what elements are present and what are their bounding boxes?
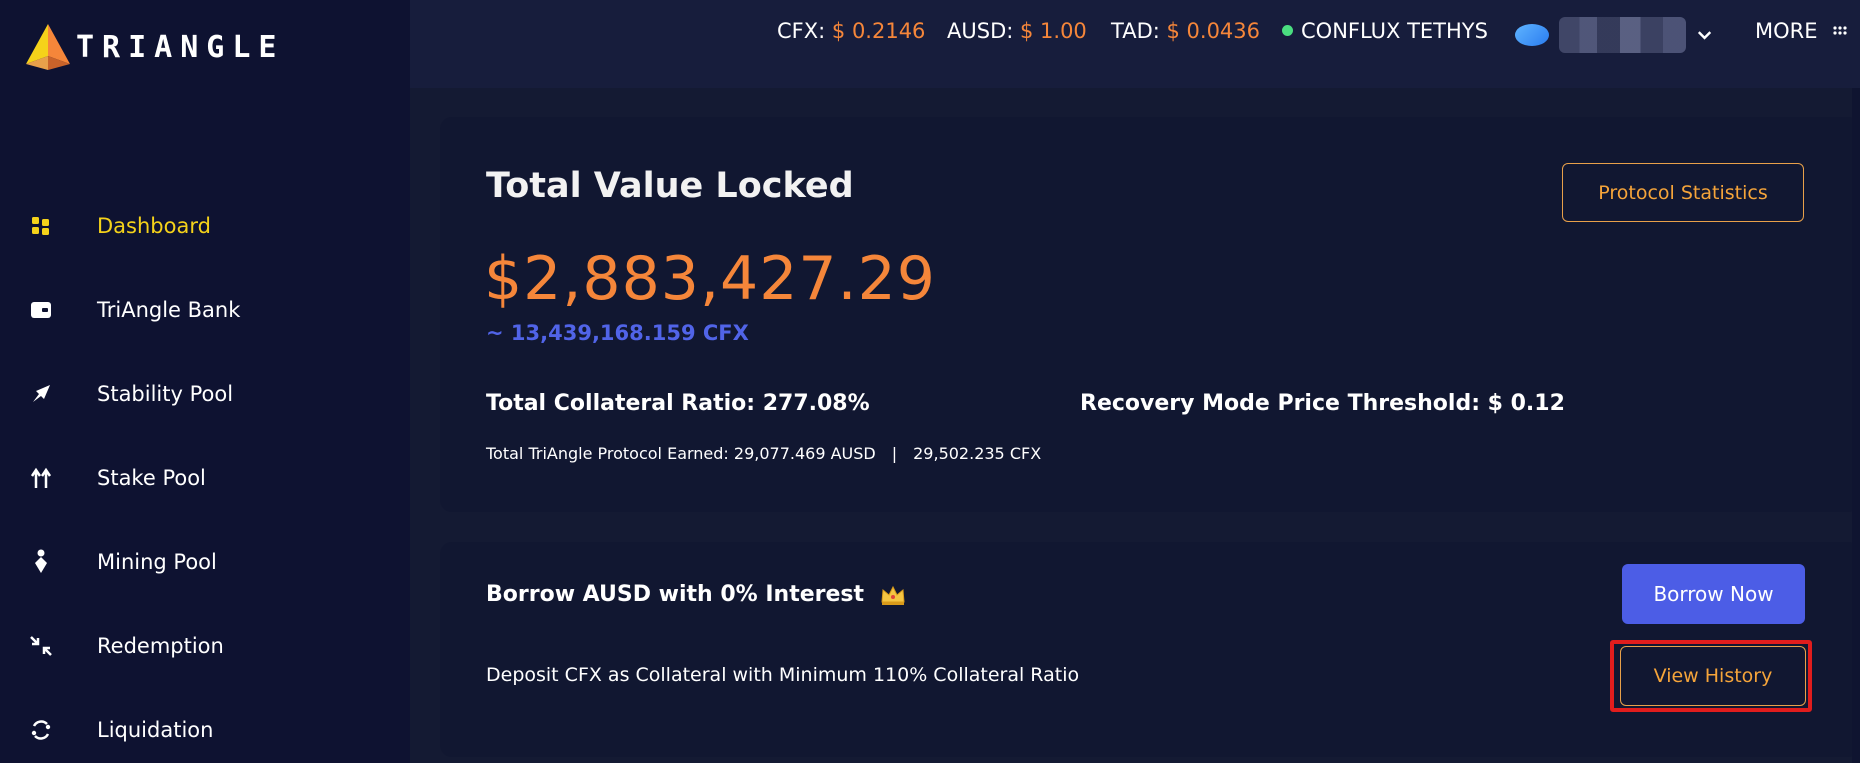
sidebar-item-label: Liquidation xyxy=(97,718,214,742)
highlight-box xyxy=(1610,640,1812,712)
tvl-cfx-equivalent: ~ 13,439,168.159 CFX xyxy=(486,321,749,345)
collapse-arrows-icon xyxy=(28,633,54,659)
sidebar-item-liquidation[interactable]: Liquidation xyxy=(0,700,410,760)
logo[interactable]: TRIANGLE xyxy=(24,22,285,72)
wallet-account-dropdown[interactable] xyxy=(1515,10,1715,60)
miner-icon xyxy=(28,549,54,575)
wallet-icon xyxy=(28,297,54,323)
sidebar-item-stability-pool[interactable]: Stability Pool xyxy=(0,364,410,424)
price-value: $ 1.00 xyxy=(1020,19,1087,43)
sidebar-item-redemption[interactable]: Redemption xyxy=(0,616,410,676)
sidebar-item-stake-pool[interactable]: Stake Pool xyxy=(0,448,410,508)
network-name: CONFLUX TETHYS xyxy=(1301,19,1488,43)
earned-ausd: Total TriAngle Protocol Earned: 29,077.4… xyxy=(486,444,876,463)
sidebar-item-mining-pool[interactable]: Mining Pool xyxy=(0,532,410,592)
chevron-down-icon xyxy=(1697,31,1712,40)
wallet-avatar-icon xyxy=(1515,24,1550,46)
price-label: TAD: xyxy=(1111,19,1160,43)
tvl-card xyxy=(440,117,1860,512)
sidebar-item-label: Dashboard xyxy=(97,214,211,238)
price-value: $ 0.0436 xyxy=(1166,19,1261,43)
sidebar-item-label: TriAngle Bank xyxy=(97,298,241,322)
arrows-up-icon xyxy=(28,465,54,491)
price-cfx: CFX: $ 0.2146 xyxy=(777,19,925,43)
earned-cfx: 29,502.235 CFX xyxy=(913,444,1042,463)
triangle-logo-icon xyxy=(26,24,70,70)
sidebar-item-dashboard[interactable]: Dashboard xyxy=(0,196,410,256)
network-indicator[interactable]: CONFLUX TETHYS xyxy=(1282,19,1488,43)
price-value: $ 0.2146 xyxy=(831,19,926,43)
grid-icon xyxy=(28,213,54,239)
cycle-icon xyxy=(28,717,54,743)
more-dots-icon[interactable] xyxy=(1833,26,1847,38)
sidebar-item-triangle-bank[interactable]: TriAngle Bank xyxy=(0,280,410,340)
sidebar-item-label: Stability Pool xyxy=(97,382,234,406)
tvl-title: Total Value Locked xyxy=(486,166,854,206)
recovery-mode-threshold: Recovery Mode Price Threshold: $ 0.12 xyxy=(1080,391,1565,416)
tvl-value: $2,883,427.29 xyxy=(484,244,936,314)
sidebar-item-label: Redemption xyxy=(97,634,224,658)
protocol-earned: Total TriAngle Protocol Earned: 29,077.4… xyxy=(486,444,1041,463)
borrow-title: Borrow AUSD with 0% Interest xyxy=(486,582,906,607)
scrollbar[interactable] xyxy=(1852,88,1860,763)
protocol-statistics-button[interactable]: Protocol Statistics xyxy=(1562,163,1804,222)
wallet-address-redacted xyxy=(1559,17,1686,53)
more-menu-button[interactable]: MORE xyxy=(1755,19,1818,43)
price-label: AUSD: xyxy=(947,19,1014,43)
price-ausd: AUSD: $ 1.00 xyxy=(947,19,1087,43)
crown-icon xyxy=(881,585,905,605)
price-tad: TAD: $ 0.0436 xyxy=(1111,19,1260,43)
sidebar-item-label: Stake Pool xyxy=(97,466,206,490)
view-history-button[interactable]: View History xyxy=(1620,646,1806,706)
earned-separator: | xyxy=(891,444,898,463)
price-label: CFX: xyxy=(777,19,826,43)
network-status-dot xyxy=(1282,24,1293,36)
borrow-now-button[interactable]: Borrow Now xyxy=(1622,564,1805,624)
rocket-icon xyxy=(28,381,54,407)
total-collateral-ratio: Total Collateral Ratio: 277.08% xyxy=(486,391,870,416)
sidebar: TRIANGLE Dashboard TriAngle Bank Stabili… xyxy=(0,0,410,763)
borrow-description: Deposit CFX as Collateral with Minimum 1… xyxy=(486,664,1080,686)
sidebar-item-label: Mining Pool xyxy=(97,550,217,574)
brand-name: TRIANGLE xyxy=(76,29,285,65)
borrow-title-text: Borrow AUSD with 0% Interest xyxy=(486,582,865,607)
